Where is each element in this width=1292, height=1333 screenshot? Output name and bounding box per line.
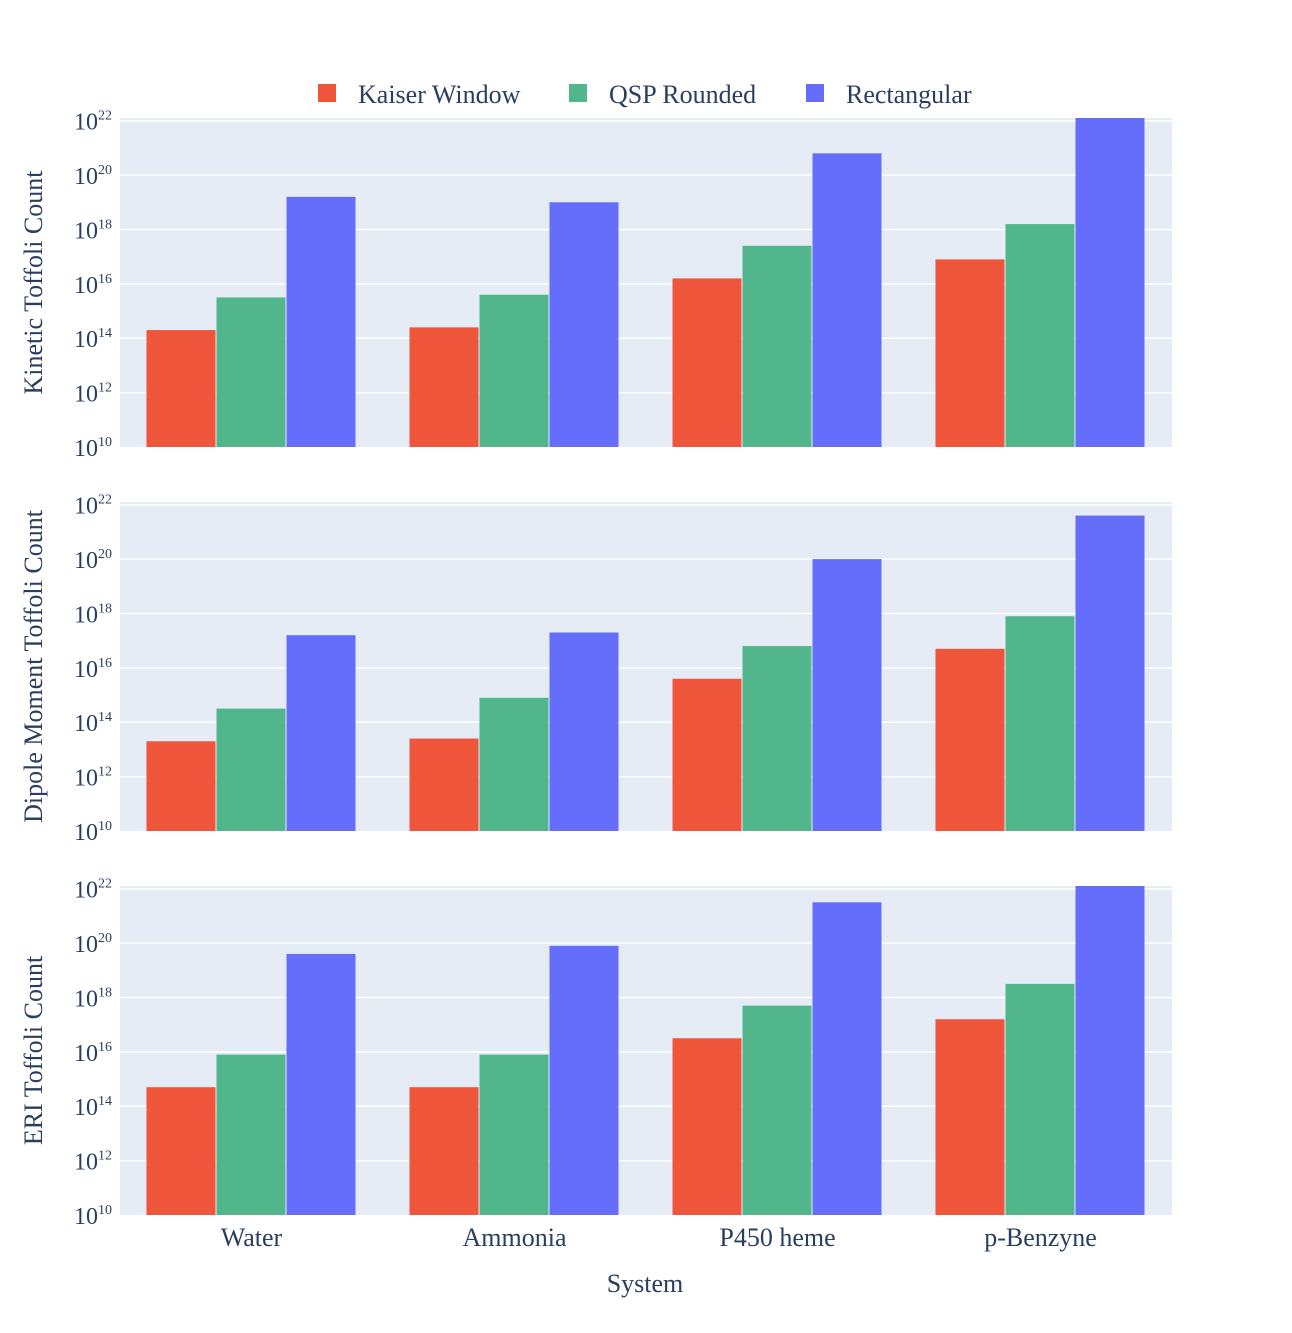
legend-background	[298, 70, 994, 120]
bar-qsp-rounded-p450-heme[interactable]	[742, 646, 812, 831]
y-axis-title: Kinetic Toffoli Count	[19, 170, 48, 395]
bar-kaiser-window-p450-heme[interactable]	[672, 1038, 742, 1215]
bar-qsp-rounded-p-benzyne[interactable]	[1005, 616, 1075, 831]
x-tick-label: Water	[221, 1223, 283, 1252]
bar-rectangular-water[interactable]	[286, 953, 356, 1215]
y-tick-label: 1012	[74, 1149, 112, 1176]
bar-rectangular-water[interactable]	[286, 196, 356, 447]
legend-swatch-rectangular[interactable]	[806, 84, 824, 102]
bar-rectangular-p450-heme[interactable]	[812, 902, 882, 1215]
x-tick-label: P450 heme	[719, 1223, 835, 1252]
bar-rectangular-p-benzyne[interactable]	[1075, 515, 1145, 831]
panel-2: 1010 1012 1014 1016 1018 1020 1022 Dipole Momen…	[19, 493, 1172, 846]
legend: Kaiser Window QSP Rounded Rectangular	[298, 70, 994, 120]
legend-label[interactable]: Rectangular	[846, 80, 972, 109]
legend-label[interactable]: Kaiser Window	[358, 80, 521, 109]
y-tick-label: 1014	[74, 1094, 112, 1121]
y-tick-label: 1014	[74, 710, 112, 737]
bar-kaiser-window-p450-heme[interactable]	[672, 678, 742, 831]
bar-qsp-rounded-water[interactable]	[216, 708, 286, 831]
panel-1: 1010 1012 1014 1016 1018 1020 1022 Kinetic Toff…	[19, 109, 1172, 462]
bar-rectangular-ammonia[interactable]	[549, 202, 619, 447]
y-tick-label: 1016	[74, 1040, 112, 1067]
y-tick-label: 1016	[74, 656, 112, 683]
bar-rectangular-p-benzyne[interactable]	[1075, 886, 1145, 1215]
bar-qsp-rounded-p450-heme[interactable]	[742, 1005, 812, 1215]
bar-qsp-rounded-p450-heme[interactable]	[742, 245, 812, 447]
y-tick-label: 1020	[74, 931, 112, 958]
bar-qsp-rounded-ammonia[interactable]	[479, 1054, 549, 1215]
bar-rectangular-water[interactable]	[286, 635, 356, 831]
panel-3: 1010 1012 1014 1016 1018 1020 1022 ERI Toffoli …	[19, 877, 1172, 1230]
y-tick-label: 1016	[74, 272, 112, 299]
y-tick-label: 1010	[74, 435, 112, 462]
bar-qsp-rounded-p-benzyne[interactable]	[1005, 983, 1075, 1215]
bar-qsp-rounded-water[interactable]	[216, 297, 286, 447]
x-axis: Water Ammonia P450 heme p-Benzyne	[221, 1223, 1097, 1252]
x-tick-label: Ammonia	[463, 1223, 567, 1252]
bar-kaiser-window-p-benzyne[interactable]	[935, 1019, 1005, 1215]
bar-kaiser-window-ammonia[interactable]	[409, 1087, 479, 1215]
y-axis-title: ERI Toffoli Count	[19, 955, 48, 1145]
bar-kaiser-window-ammonia[interactable]	[409, 327, 479, 447]
y-tick-label: 1020	[74, 163, 112, 190]
y-tick-label: 1018	[74, 217, 112, 244]
y-tick-label: 1012	[74, 765, 112, 792]
chart-panels: 1010 1012 1014 1016 1018 1020 1022 Kinetic Toff…	[19, 109, 1172, 1230]
bar-kaiser-window-water[interactable]	[146, 741, 216, 831]
bar-qsp-rounded-ammonia[interactable]	[479, 294, 549, 447]
x-axis-title: System	[607, 1269, 684, 1298]
bar-kaiser-window-ammonia[interactable]	[409, 738, 479, 831]
x-tick-label: p-Benzyne	[984, 1223, 1097, 1252]
y-tick-label: 1010	[74, 819, 112, 846]
y-tick-label: 1022	[74, 109, 112, 136]
bar-kaiser-window-p-benzyne[interactable]	[935, 259, 1005, 447]
y-tick-label: 1012	[74, 381, 112, 408]
bar-kaiser-window-water[interactable]	[146, 330, 216, 447]
bar-rectangular-p-benzyne[interactable]	[1075, 118, 1145, 447]
bar-rectangular-ammonia[interactable]	[549, 632, 619, 831]
y-tick-label: 1022	[74, 493, 112, 520]
bar-qsp-rounded-ammonia[interactable]	[479, 697, 549, 831]
bar-rectangular-ammonia[interactable]	[549, 945, 619, 1215]
legend-swatch-kaiser-window[interactable]	[318, 84, 336, 102]
y-axis-title: Dipole Moment Toffoli Count	[19, 509, 48, 823]
bar-qsp-rounded-p-benzyne[interactable]	[1005, 224, 1075, 447]
bar-kaiser-window-p-benzyne[interactable]	[935, 648, 1005, 831]
legend-swatch-qsp-rounded[interactable]	[569, 84, 587, 102]
y-tick-label: 1014	[74, 326, 112, 353]
y-tick-label: 1018	[74, 601, 112, 628]
y-tick-label: 1018	[74, 985, 112, 1012]
legend-label[interactable]: QSP Rounded	[609, 80, 756, 109]
y-tick-label: 1022	[74, 877, 112, 904]
y-tick-label: 1020	[74, 547, 112, 574]
bar-kaiser-window-p450-heme[interactable]	[672, 278, 742, 447]
bar-kaiser-window-water[interactable]	[146, 1087, 216, 1215]
bar-rectangular-p450-heme[interactable]	[812, 559, 882, 831]
bar-rectangular-p450-heme[interactable]	[812, 153, 882, 447]
y-tick-label: 1010	[74, 1203, 112, 1230]
bar-qsp-rounded-water[interactable]	[216, 1054, 286, 1215]
